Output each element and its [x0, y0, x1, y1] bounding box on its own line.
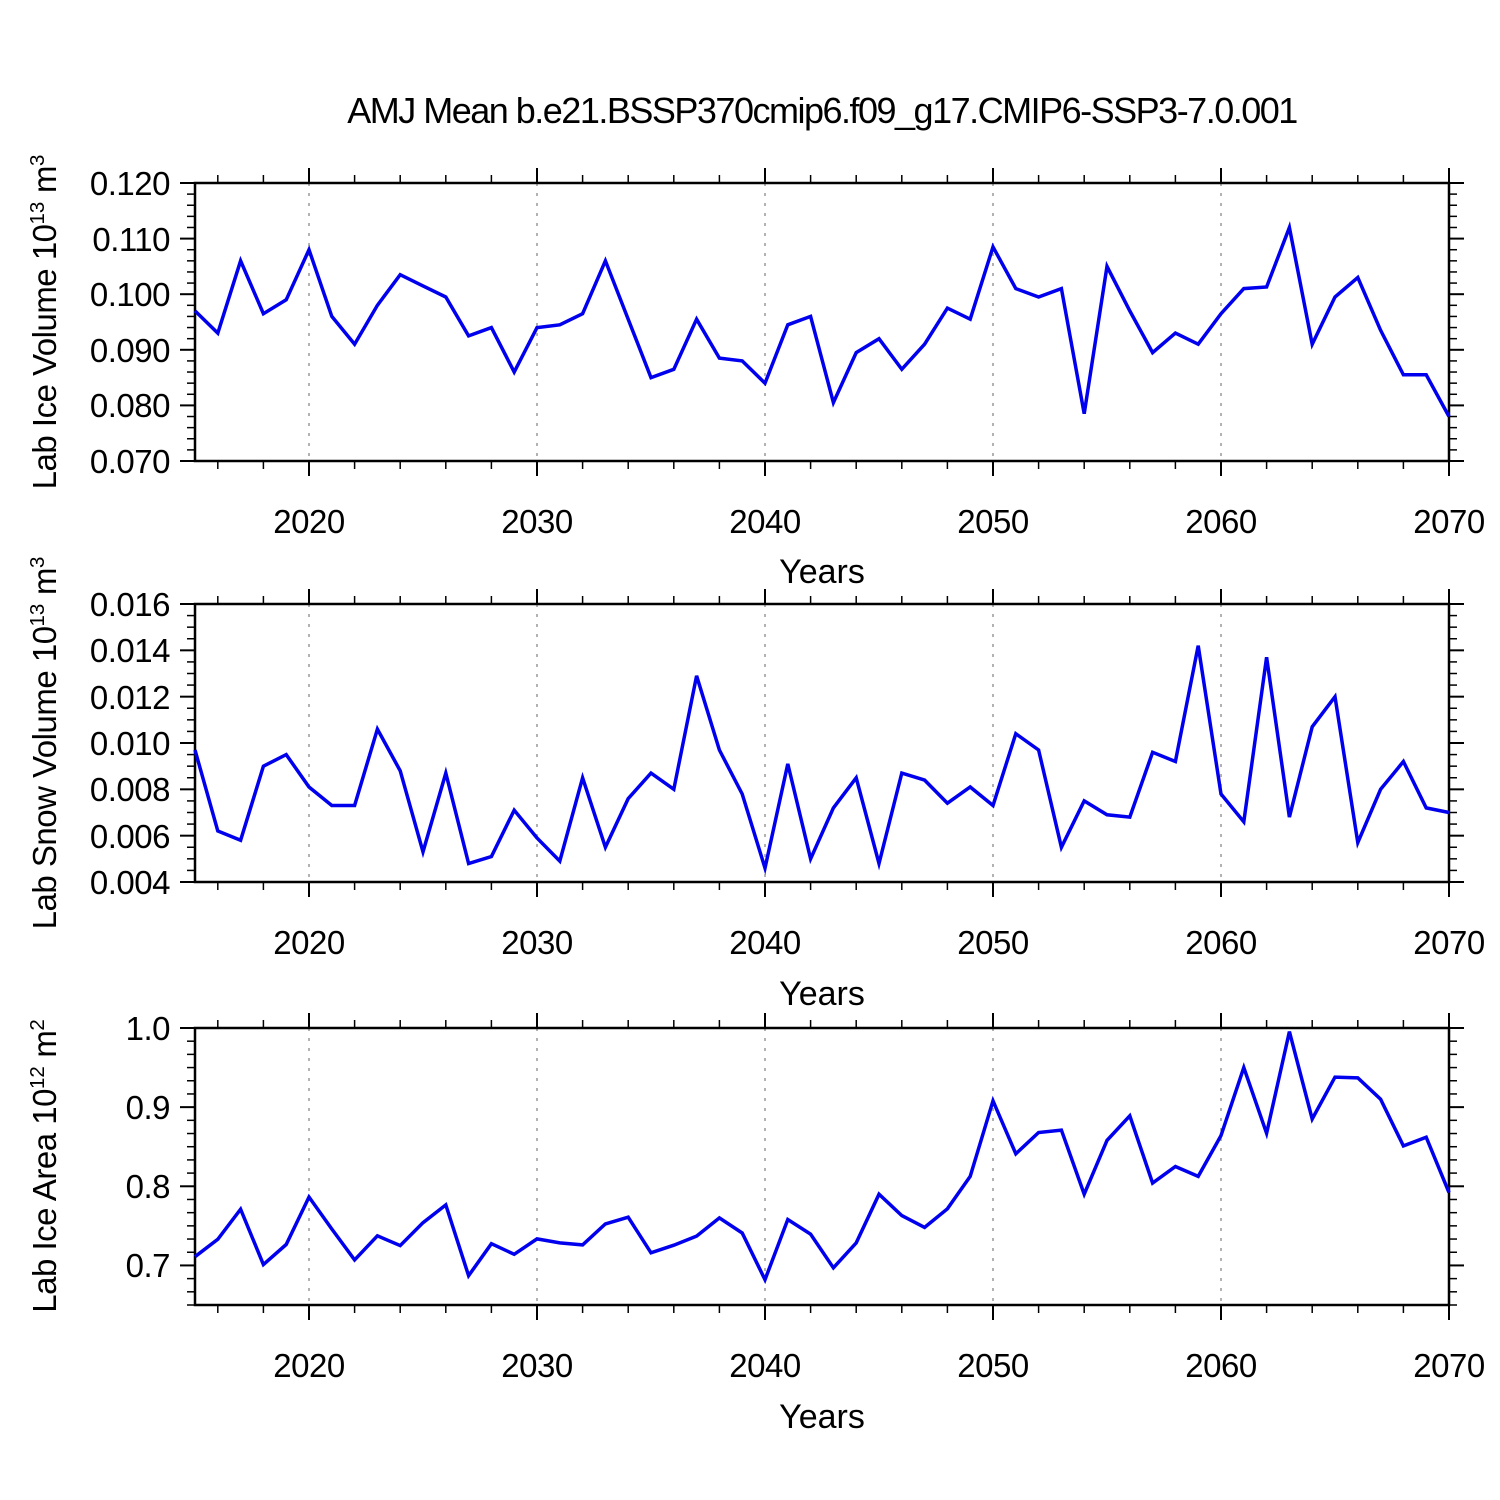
x-tick-label: 2040	[729, 503, 801, 540]
x-axis-title: Years	[779, 975, 865, 1013]
x-tick-label: 2060	[1185, 1347, 1257, 1384]
chart-title: AMJ Mean b.e21.BSSP370cmip6.f09_g17.CMIP…	[347, 90, 1298, 131]
y-tick-label: 0.010	[89, 725, 171, 762]
x-tick-label: 2050	[957, 924, 1029, 961]
x-axis-title: Years	[779, 1398, 865, 1436]
data-line-lab-snow-volume	[193, 645, 1450, 875]
ylabel-unit-exponent: 3	[26, 154, 49, 167]
x-tick-label: 2030	[501, 1347, 573, 1384]
y-tick-label: 0.014	[89, 632, 171, 670]
data-line-lab-ice-area	[193, 1031, 1451, 1285]
ylabel-exponent: 12	[26, 1066, 49, 1090]
y-axis-label-ice-area: Lab Ice Area 1012 m2	[18, 916, 63, 1416]
y-tick-label: 0.120	[89, 165, 171, 202]
y-tick-label: 0.080	[89, 387, 171, 425]
x-tick-label: 2070	[1413, 503, 1485, 540]
y-tick-label: 0.090	[89, 331, 171, 369]
y-tick-label: 0.006	[89, 817, 171, 855]
x-tick-label: 2040	[729, 924, 801, 961]
y-tick-label: 0.004	[89, 864, 171, 901]
data-line-lab-ice-volume	[193, 221, 1451, 418]
x-tick-label: 2070	[1413, 1347, 1485, 1384]
x-tick-label: 2030	[501, 503, 573, 540]
x-tick-label: 2030	[501, 924, 573, 961]
x-tick-label: 2060	[1185, 924, 1257, 961]
y-tick-label: 0.7	[125, 1247, 171, 1285]
y-tick-label: 0.016	[89, 586, 171, 623]
y-tick-label: 0.008	[89, 771, 171, 809]
x-tick-label: 2070	[1413, 924, 1485, 961]
ylabel-unit-exponent: 3	[26, 556, 49, 569]
y-tick-label: 0.100	[89, 276, 171, 314]
ylabel-exponent: 13	[26, 201, 49, 225]
x-tick-label: 2040	[729, 1347, 801, 1384]
y-tick-label: 0.012	[89, 678, 171, 716]
y-tick-label: 0.9	[125, 1089, 171, 1127]
y-tick-label: 1.0	[125, 1010, 171, 1047]
y-tick-label: 0.110	[92, 220, 170, 258]
x-tick-label: 2020	[273, 503, 345, 540]
x-axis-title: Years	[779, 553, 865, 591]
y-tick-label: 0.070	[89, 443, 171, 480]
x-tick-label: 2060	[1185, 503, 1257, 540]
x-tick-label: 2020	[273, 1347, 345, 1384]
x-tick-label: 2020	[273, 924, 345, 961]
y-tick-label: 0.8	[125, 1168, 171, 1206]
x-tick-label: 2050	[957, 1347, 1029, 1384]
x-tick-label: 2050	[957, 503, 1029, 540]
